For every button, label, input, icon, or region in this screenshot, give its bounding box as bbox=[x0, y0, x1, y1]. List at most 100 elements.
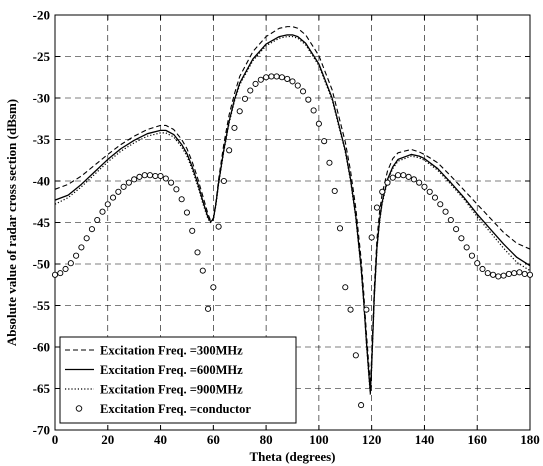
data-point bbox=[315, 120, 322, 127]
data-point bbox=[115, 188, 122, 195]
data-point bbox=[247, 87, 254, 94]
data-point bbox=[252, 80, 259, 87]
x-tick-label: 80 bbox=[260, 432, 273, 447]
legend-label: Excitation Freq. =conductor bbox=[100, 402, 251, 416]
data-point bbox=[120, 183, 127, 190]
data-point bbox=[51, 271, 59, 278]
data-point bbox=[405, 173, 412, 180]
data-point bbox=[373, 204, 380, 211]
x-axis-title: Theta (degrees) bbox=[249, 449, 335, 464]
data-point bbox=[173, 186, 180, 193]
legend: Excitation Freq. =300MHz Excitation Freq.… bbox=[59, 336, 297, 424]
data-point bbox=[352, 352, 359, 359]
data-point bbox=[479, 265, 486, 273]
data-point bbox=[189, 227, 196, 234]
data-point bbox=[505, 270, 512, 278]
data-point bbox=[162, 175, 169, 182]
y-tick-label: -55 bbox=[33, 298, 51, 313]
legend-item: Excitation Freq. =300MHz bbox=[65, 344, 243, 358]
data-point bbox=[310, 107, 317, 114]
series-1 bbox=[54, 26, 531, 385]
data-point bbox=[431, 194, 439, 201]
x-tick-label: 60 bbox=[207, 432, 220, 447]
data-point bbox=[458, 235, 465, 242]
y-tick-label: -70 bbox=[33, 423, 50, 438]
y-tick-label: -20 bbox=[33, 8, 50, 23]
data-point bbox=[125, 179, 132, 186]
data-point bbox=[215, 223, 222, 230]
data-point bbox=[83, 235, 90, 242]
data-point bbox=[426, 188, 433, 195]
data-point bbox=[368, 234, 375, 241]
x-tick-label: 180 bbox=[520, 432, 540, 447]
data-point bbox=[257, 76, 264, 83]
legend-item: Excitation Freq. =600MHz bbox=[65, 363, 243, 377]
y-tick-label: -25 bbox=[33, 49, 51, 64]
data-point bbox=[447, 216, 454, 224]
data-point bbox=[300, 88, 307, 95]
legend-item: Excitation Freq. =conductor bbox=[75, 402, 251, 416]
data-point bbox=[379, 188, 386, 195]
data-point bbox=[205, 305, 212, 312]
data-point bbox=[136, 173, 143, 180]
data-point bbox=[442, 208, 449, 215]
series-2 bbox=[54, 34, 531, 394]
data-point bbox=[152, 172, 159, 180]
data-point bbox=[521, 270, 528, 278]
data-point bbox=[236, 108, 243, 115]
data-point bbox=[453, 226, 460, 233]
data-point bbox=[183, 209, 190, 216]
data-point bbox=[131, 176, 138, 183]
data-point bbox=[400, 172, 407, 179]
data-point bbox=[78, 244, 85, 251]
data-point bbox=[516, 269, 523, 276]
data-point bbox=[141, 172, 148, 179]
data-point bbox=[146, 172, 154, 179]
data-point bbox=[490, 271, 497, 278]
x-tick-label: 120 bbox=[362, 432, 382, 447]
data-point bbox=[305, 96, 312, 103]
data-point bbox=[437, 201, 444, 208]
data-point bbox=[484, 270, 491, 277]
y-axis-title: Absolute value of radar cross section (d… bbox=[4, 99, 19, 346]
data-point bbox=[168, 179, 175, 186]
data-point bbox=[421, 183, 428, 190]
data-point bbox=[495, 273, 502, 280]
legend-label: Excitation Freq. =900MHz bbox=[100, 383, 243, 397]
series-line bbox=[54, 34, 531, 394]
data-point bbox=[178, 196, 185, 203]
data-point bbox=[468, 252, 475, 259]
x-tick-label: 160 bbox=[467, 432, 487, 447]
data-point bbox=[384, 179, 391, 186]
legend-item: Excitation Freq. =900MHz bbox=[65, 383, 243, 397]
data-point bbox=[263, 74, 270, 81]
x-tick-label: 140 bbox=[415, 432, 435, 447]
data-point bbox=[99, 208, 106, 215]
legend-label: Excitation Freq. =300MHz bbox=[100, 344, 243, 358]
data-point bbox=[284, 75, 291, 82]
y-tick-label: -45 bbox=[33, 215, 51, 230]
data-point bbox=[474, 260, 481, 267]
x-tick-label: 40 bbox=[154, 432, 167, 447]
data-point bbox=[395, 172, 402, 179]
data-point bbox=[416, 179, 423, 186]
data-point bbox=[289, 78, 296, 85]
data-point bbox=[57, 270, 64, 277]
x-tick-label: 0 bbox=[52, 432, 59, 447]
legend-marker bbox=[75, 405, 83, 412]
data-point bbox=[321, 138, 328, 145]
series-4 bbox=[51, 73, 534, 409]
data-point bbox=[347, 306, 354, 313]
data-point bbox=[73, 252, 80, 259]
data-point bbox=[500, 272, 507, 279]
series-layer bbox=[51, 26, 534, 409]
data-point bbox=[104, 201, 111, 208]
data-point bbox=[526, 271, 534, 278]
series-line bbox=[54, 26, 531, 385]
data-point bbox=[210, 284, 217, 291]
legend-box bbox=[59, 336, 297, 424]
x-tick-label: 100 bbox=[309, 432, 329, 447]
data-point bbox=[294, 82, 301, 89]
data-point bbox=[241, 95, 249, 102]
